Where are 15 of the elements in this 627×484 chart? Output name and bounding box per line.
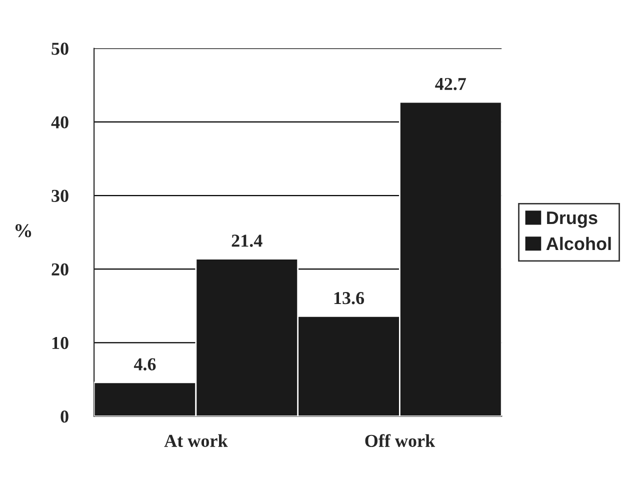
legend-label: Drugs — [547, 212, 598, 228]
x-tick-label: Off work — [365, 434, 436, 447]
y-tick-label: 50 — [52, 42, 68, 55]
y-tick-label: 0 — [60, 410, 68, 423]
data-label: 21.4 — [232, 234, 262, 247]
y-tick-label: 40 — [51, 116, 68, 128]
y-axis-title: % — [15, 224, 32, 238]
data-label: 13.6 — [334, 292, 364, 304]
x-tick-label: At work — [164, 434, 228, 447]
legend-label: Alcohol — [546, 236, 611, 250]
y-tick-label: 10 — [52, 336, 68, 350]
y-tick-label: 20 — [52, 263, 68, 276]
data-label: 42.7 — [435, 78, 466, 90]
y-tick-label: 30 — [52, 190, 68, 202]
data-label: 4.6 — [134, 358, 156, 370]
